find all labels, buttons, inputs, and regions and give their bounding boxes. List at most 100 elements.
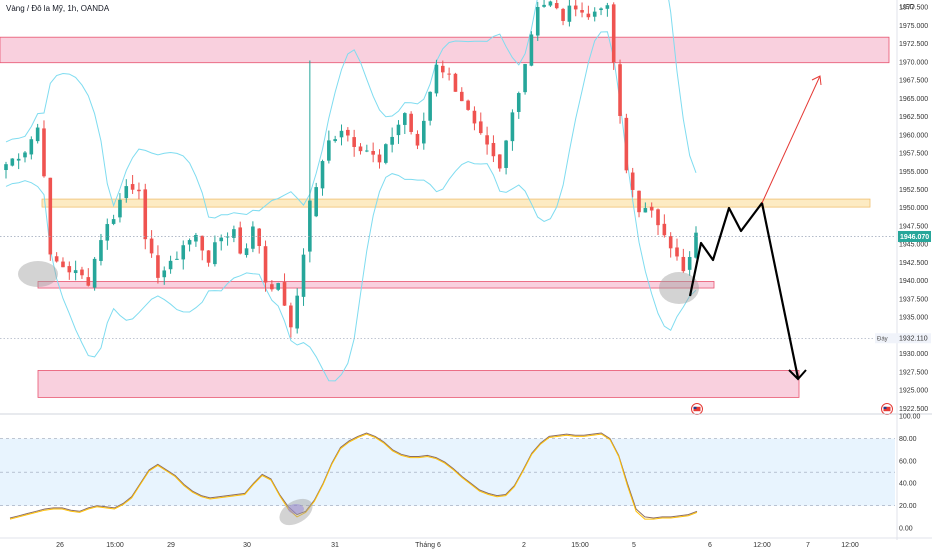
candle-body — [630, 172, 635, 190]
price-tick-label: 1945.000 — [899, 242, 928, 249]
candle-body — [244, 248, 249, 256]
candle-body — [257, 228, 262, 247]
candle-body — [276, 283, 281, 290]
candle-body — [327, 140, 331, 161]
zone-support — [37, 281, 715, 289]
candle-body — [592, 11, 597, 17]
us-flag-icon-canton — [693, 406, 697, 409]
candle-body — [459, 91, 464, 102]
candle-body — [510, 112, 515, 142]
time-tick-label: 12:00 — [753, 542, 771, 549]
zone-demand-bottom — [37, 370, 800, 398]
low-level-value: 1932.110 — [899, 336, 928, 343]
candle-body — [371, 150, 375, 155]
price-tick-label: 1977.500 — [899, 5, 928, 12]
candle-body — [535, 6, 540, 36]
low-level-label: Đáy — [877, 336, 888, 342]
projection-arrowhead — [788, 369, 807, 381]
time-tick-label: 29 — [167, 542, 175, 549]
time-tick-label: 2 — [522, 542, 526, 549]
time-tick-label: 30 — [243, 542, 251, 549]
price-tick-label: 1940.000 — [899, 278, 928, 285]
candle-body — [504, 140, 508, 168]
candle-body — [472, 110, 477, 124]
candle-body — [466, 100, 470, 110]
stochastic-tick-label: 40.00 — [899, 481, 917, 488]
candle-body — [428, 91, 432, 121]
candle-body — [314, 187, 318, 217]
price-tick-label: 1937.500 — [899, 296, 928, 303]
us-flag-icon-stripes — [693, 406, 701, 412]
price-tick-label: 1960.000 — [899, 132, 928, 139]
candle-body — [200, 235, 205, 251]
candle-body — [156, 255, 160, 278]
candle-body — [421, 120, 426, 144]
candle-body — [409, 113, 413, 132]
candle-body — [339, 130, 344, 138]
stochastic-k-line — [9, 432, 698, 519]
candle-body — [111, 219, 116, 224]
candle-body — [618, 64, 622, 116]
candle-body — [333, 139, 337, 142]
candle-body — [270, 284, 274, 290]
candle-body — [232, 229, 236, 238]
price-tick-label: 1967.500 — [899, 78, 928, 85]
candle-body — [403, 113, 407, 125]
bollinger-upper-line — [5, 0, 697, 219]
candle-body — [662, 223, 667, 236]
candle-body — [54, 256, 59, 262]
candle-body — [352, 137, 356, 147]
price-tick-label: 1972.500 — [899, 41, 928, 48]
candle-body — [523, 64, 527, 93]
candle-body — [529, 34, 534, 66]
candle-body — [675, 247, 679, 257]
candle-body — [118, 199, 122, 218]
candle-body — [516, 93, 521, 112]
candle-body — [440, 65, 445, 73]
candle-body — [415, 133, 420, 146]
candle-body — [67, 266, 72, 273]
time-tick-label: 5 — [632, 542, 636, 549]
candle-body — [42, 128, 46, 177]
candle-body — [599, 8, 603, 11]
candle-body — [105, 224, 110, 241]
price-tick-label: 1950.000 — [899, 205, 928, 212]
candle-body — [206, 250, 211, 263]
candle-body — [554, 3, 559, 9]
candle-body — [23, 152, 27, 158]
price-tick-label: 1922.500 — [899, 406, 928, 413]
us-flag-icon-canton — [883, 406, 887, 409]
time-tick-label: 15:00 — [106, 542, 124, 549]
price-tick-label: 1952.500 — [899, 187, 928, 194]
candle-body — [643, 208, 648, 213]
candle-body — [181, 245, 186, 260]
stochastic-d-line — [9, 433, 698, 520]
candle-body — [377, 154, 382, 163]
chart-title: Vàng / Đô la Mỹ, 1h, OANDA — [6, 4, 110, 13]
candle-body — [586, 13, 591, 18]
candle-body — [29, 139, 34, 155]
candle-body — [478, 121, 483, 134]
stochastic-tick-label: 20.00 — [899, 503, 917, 510]
candle-body — [149, 238, 154, 254]
candle-body — [251, 226, 255, 249]
candle-body — [611, 4, 616, 63]
highlight-ellipse-inner — [288, 504, 304, 514]
time-tick-label: 7 — [806, 542, 810, 549]
candle-body — [346, 129, 350, 136]
candle-body — [238, 227, 243, 254]
candle-body — [624, 117, 629, 171]
last-price-badge — [898, 230, 931, 242]
candle-body — [35, 127, 40, 142]
candle-body — [10, 158, 15, 166]
candle-body — [358, 146, 363, 152]
last-price-value: 1946.070 — [900, 234, 929, 241]
candle-body — [213, 242, 217, 265]
candle-body — [282, 282, 287, 306]
highlight-ellipse — [18, 261, 58, 287]
candle-body — [656, 209, 660, 226]
price-tick-label: 1970.000 — [899, 59, 928, 66]
highlight-ellipse — [659, 272, 699, 304]
candle-body — [605, 5, 610, 9]
